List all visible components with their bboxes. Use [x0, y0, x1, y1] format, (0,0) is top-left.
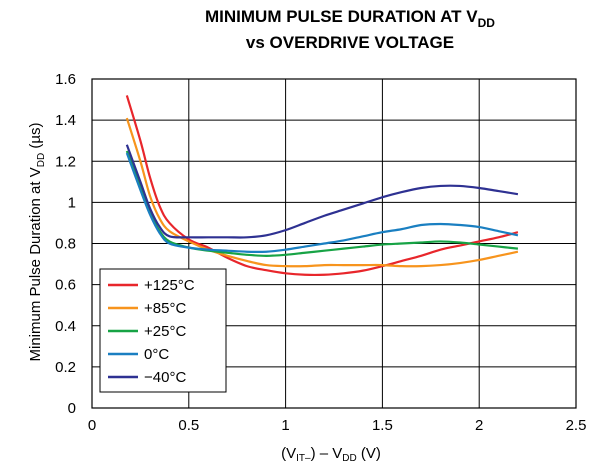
y-tick-label: 1.2	[55, 153, 76, 170]
legend-label: 0°C	[144, 346, 169, 363]
y-tick-label: 0	[68, 400, 76, 417]
y-tick-label: 0.6	[55, 277, 76, 294]
y-tick-label: 0.2	[55, 359, 76, 376]
legend-label: −40°C	[144, 369, 186, 386]
chart-title-line1: MINIMUM PULSE DURATION AT VDD	[205, 7, 495, 30]
x-tick-label: 2	[475, 417, 483, 434]
series-line	[125, 117, 519, 268]
series-lines	[125, 95, 519, 277]
y-tick-label: 1	[68, 194, 76, 211]
x-axis-ticks: 0 0.5 1 1.5 2 2.5	[88, 417, 587, 434]
y-tick-label: 0.4	[55, 318, 76, 335]
legend-label: +125°C	[144, 277, 195, 294]
y-axis-label: Minimum Pulse Duration at VDD (µs)	[27, 122, 47, 361]
y-tick-label: 0.8	[55, 236, 76, 253]
series-line	[125, 150, 519, 257]
x-tick-label: 1.5	[372, 417, 393, 434]
x-tick-label: 0	[88, 417, 96, 434]
legend: +125°C +85°C +25°C 0°C −40°C	[99, 268, 227, 393]
series-line	[125, 95, 519, 277]
series-line	[125, 144, 519, 239]
x-tick-label: 2.5	[566, 417, 587, 434]
x-tick-label: 1	[281, 417, 289, 434]
y-tick-label: 1.4	[55, 112, 76, 129]
series-line	[125, 152, 519, 254]
y-tick-label: 1.6	[55, 71, 76, 88]
chart-title-line2: vs OVERDRIVE VOLTAGE	[246, 33, 454, 52]
plot-frame	[91, 78, 577, 409]
x-axis-label: (VIT–) – VDD (V)	[281, 445, 381, 464]
y-axis-ticks: 0 0.2 0.4 0.6 0.8 1 1.2 1.4 1.6	[55, 71, 76, 417]
legend-label: +25°C	[144, 323, 186, 340]
legend-label: +85°C	[144, 300, 186, 317]
x-tick-label: 0.5	[178, 417, 199, 434]
